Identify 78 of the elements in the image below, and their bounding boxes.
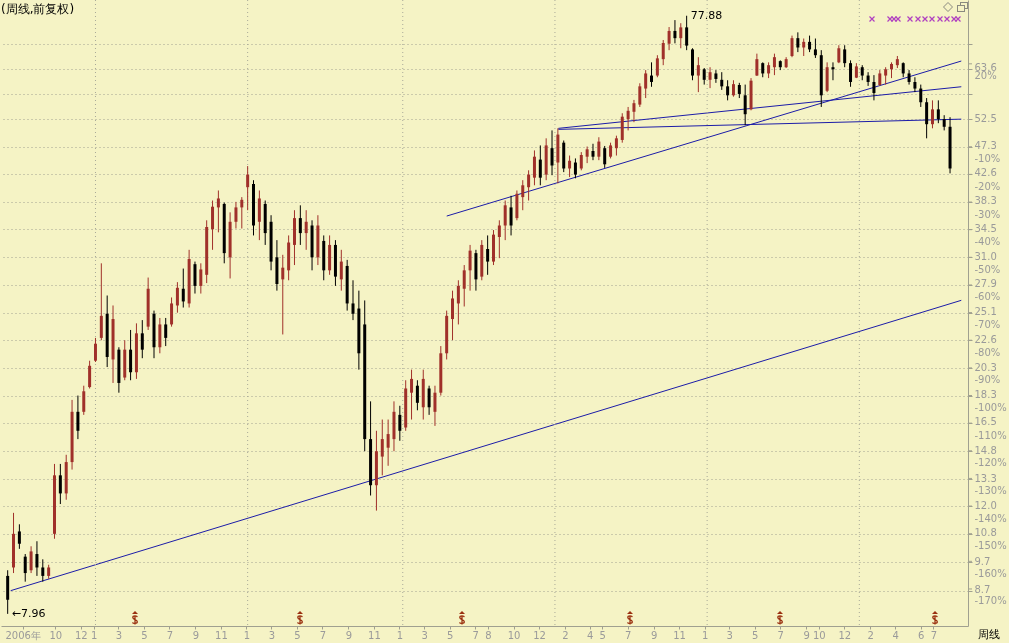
x-tick-label: 10 — [507, 629, 521, 641]
y2-tick-label: -10% — [974, 153, 1001, 165]
x-tick-label: 2006年 — [5, 629, 41, 641]
y-tick-label: 42.6 — [974, 167, 997, 179]
x-tick-label: 1 — [243, 629, 251, 641]
y2-tick-label: -160% — [974, 567, 1007, 579]
x-tick-label: 7 — [319, 629, 327, 641]
y2-tick-label: -110% — [974, 429, 1007, 441]
y2-tick-label: -40% — [974, 236, 1001, 248]
x-tick-label: 3 — [726, 629, 733, 641]
y2-tick-label: -20% — [974, 180, 1001, 192]
x-tick-label: 7 — [777, 629, 784, 641]
x-tick-label: 1 — [701, 629, 709, 641]
annotation: 77.88 — [690, 8, 723, 22]
y-tick-label: 16.5 — [974, 416, 997, 428]
x-tick-label: 3 — [268, 629, 276, 641]
x-tick-label: 9 — [192, 629, 200, 641]
y2-tick-label: -100% — [974, 402, 1007, 413]
x-tick-label: 7 — [472, 629, 479, 641]
x-tick-label: 12 — [533, 629, 546, 641]
x-tick-label: 11 — [673, 629, 686, 641]
y-tick-label: 38.3 — [974, 195, 997, 207]
y-tick-label: 34.5 — [974, 222, 997, 234]
y-tick-label: 10.8 — [974, 527, 997, 539]
x-tick-label: 2 — [562, 629, 569, 641]
x-tick-label: 3 — [115, 629, 123, 641]
y-tick-label: 47.3 — [974, 140, 997, 152]
y-tick-label: 52.5 — [974, 112, 997, 124]
x-tick-label: 11 — [215, 629, 228, 641]
y-tick-label: 25.1 — [974, 306, 997, 318]
x-tick-label: 5 — [599, 629, 606, 641]
y2-tick-label: -90% — [974, 374, 1001, 386]
y2-tick-label: -30% — [974, 208, 1001, 220]
y2-tick-label: -170% — [974, 595, 1007, 607]
x-tick-label: 6 — [918, 629, 925, 641]
x-tick-label: 7 — [166, 629, 174, 641]
x-tick-label: 4 — [586, 629, 594, 641]
x-tick-label: 3 — [421, 629, 428, 641]
y-tick-label: 31.0 — [974, 250, 997, 262]
x-tick-label: 9 — [650, 629, 658, 641]
x-tick-label: 1 — [396, 629, 404, 641]
annotation: ←7.96 — [11, 606, 46, 620]
chart-title: (周线,前复权) — [1, 1, 75, 16]
x-tick-label: 9 — [345, 629, 353, 641]
x-tick-label: 5 — [141, 629, 148, 641]
y-tick-label: 20.3 — [974, 361, 997, 373]
x-tick-label: 5 — [294, 629, 301, 641]
y-tick-label: 13.3 — [974, 472, 997, 484]
y2-tick-label: -120% — [974, 457, 1007, 469]
x-tick-label: 10 — [812, 629, 826, 641]
y2-tick-label: -130% — [974, 484, 1007, 496]
y-tick-label: 9.7 — [974, 555, 991, 567]
x-tick-label: 9 — [803, 629, 810, 641]
x-tick-label: 1 — [91, 629, 98, 641]
x-tick-label: 10 — [49, 629, 63, 641]
x-tick-label: 11 — [368, 629, 381, 641]
x-tick-label: 12 — [74, 629, 88, 641]
y-tick-label: 18.3 — [974, 389, 997, 401]
y2-tick-label: -50% — [974, 263, 1001, 275]
y2-tick-label: -80% — [974, 346, 1001, 358]
y2-tick-label: -150% — [974, 540, 1007, 552]
x-tick-label: 7 — [930, 629, 937, 641]
x-tick-label: 8 — [485, 629, 492, 641]
y2-tick-label: -60% — [974, 291, 1001, 303]
y-tick-label: 12.0 — [974, 499, 997, 511]
x-tick-label: 5 — [446, 629, 454, 641]
y2-tick-label: -70% — [974, 319, 1001, 331]
x-tick-label: 5 — [752, 629, 759, 641]
x-tick-label: 2 — [867, 629, 874, 641]
x-tick-label: 12 — [838, 629, 852, 641]
x-tick-label: 4 — [892, 629, 899, 641]
text: 周线 — [978, 628, 1000, 641]
y-tick-label: 8.7 — [974, 584, 991, 596]
y2-tick-label: -140% — [974, 512, 1007, 524]
x-tick-label: 7 — [625, 629, 632, 641]
y-tick-label: 14.8 — [974, 444, 997, 456]
y-tick-label: 22.6 — [974, 333, 997, 345]
y-tick-label: 27.9 — [974, 278, 997, 290]
